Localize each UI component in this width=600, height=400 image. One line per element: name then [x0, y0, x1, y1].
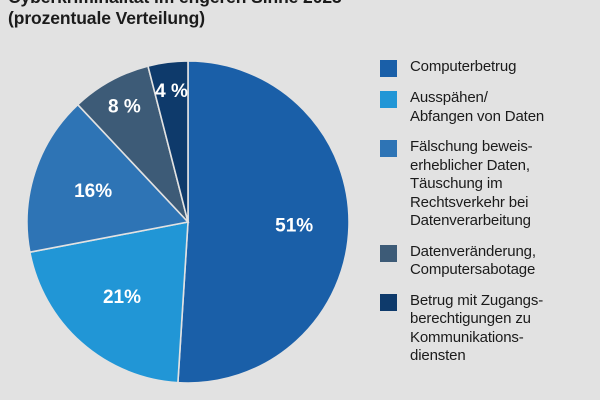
pie-slice-label: 21% — [103, 287, 141, 308]
pie-slice-group — [26, 60, 350, 384]
legend-color-swatch — [380, 293, 397, 311]
pie-chart-svg: 51% 21% 16% 8 % 4 % — [26, 60, 350, 384]
chart-legend: Computerbetrug Ausspähen/ Abfangen von Da… — [380, 58, 596, 378]
legend-color-swatch — [380, 91, 397, 108]
legend-item-label: Ausspähen/ Abfangen von Daten — [410, 89, 545, 125]
chart-title: Cyberkriminalität im engeren Sinne 2023 … — [8, 0, 388, 29]
pie-slice — [26, 103, 190, 254]
chart-title-line-2: (prozentuale Verteilung) — [8, 8, 205, 28]
legend-color-swatch — [380, 60, 397, 77]
pie-slice-label: 4 % — [155, 81, 188, 102]
chart-title-line-1: Cyberkriminalität im engeren Sinne 2023 — [8, 0, 388, 8]
pie-chart: 51% 21% 16% 8 % 4 % — [25, 58, 351, 388]
pie-slice — [177, 60, 350, 384]
pie-slice-label: 16% — [74, 181, 112, 202]
pie-slice-label: 8 % — [108, 96, 141, 117]
legend-item[interactable]: Fälschung beweis- erheblicher Daten, Täu… — [380, 138, 596, 231]
legend-color-swatch — [380, 244, 397, 262]
pie-slice — [146, 60, 189, 223]
pie-label-group: 51% 21% 16% 8 % 4 % — [74, 81, 313, 308]
legend-item[interactable]: Betrug mit Zugangs- berechtigungen zu Ko… — [380, 292, 596, 366]
legend-item[interactable]: Computerbetrug — [380, 58, 596, 77]
legend-item-label: Fälschung beweis- erheblicher Daten, Täu… — [410, 138, 533, 229]
legend-item[interactable]: Ausspähen/ Abfangen von Daten — [380, 89, 596, 126]
legend-color-swatch — [380, 140, 397, 157]
legend-item-label: Datenveränderung, Computersabotage — [410, 242, 536, 279]
legend-item-label: Betrug mit Zugangs- berechtigungen zu Ko… — [410, 291, 544, 365]
legend-item[interactable]: Datenveränderung, Computersabotage — [380, 243, 596, 280]
legend-item-label: Computerbetrug — [410, 58, 517, 75]
pie-slice — [28, 221, 189, 384]
pie-slice-label: 51% — [275, 215, 313, 236]
